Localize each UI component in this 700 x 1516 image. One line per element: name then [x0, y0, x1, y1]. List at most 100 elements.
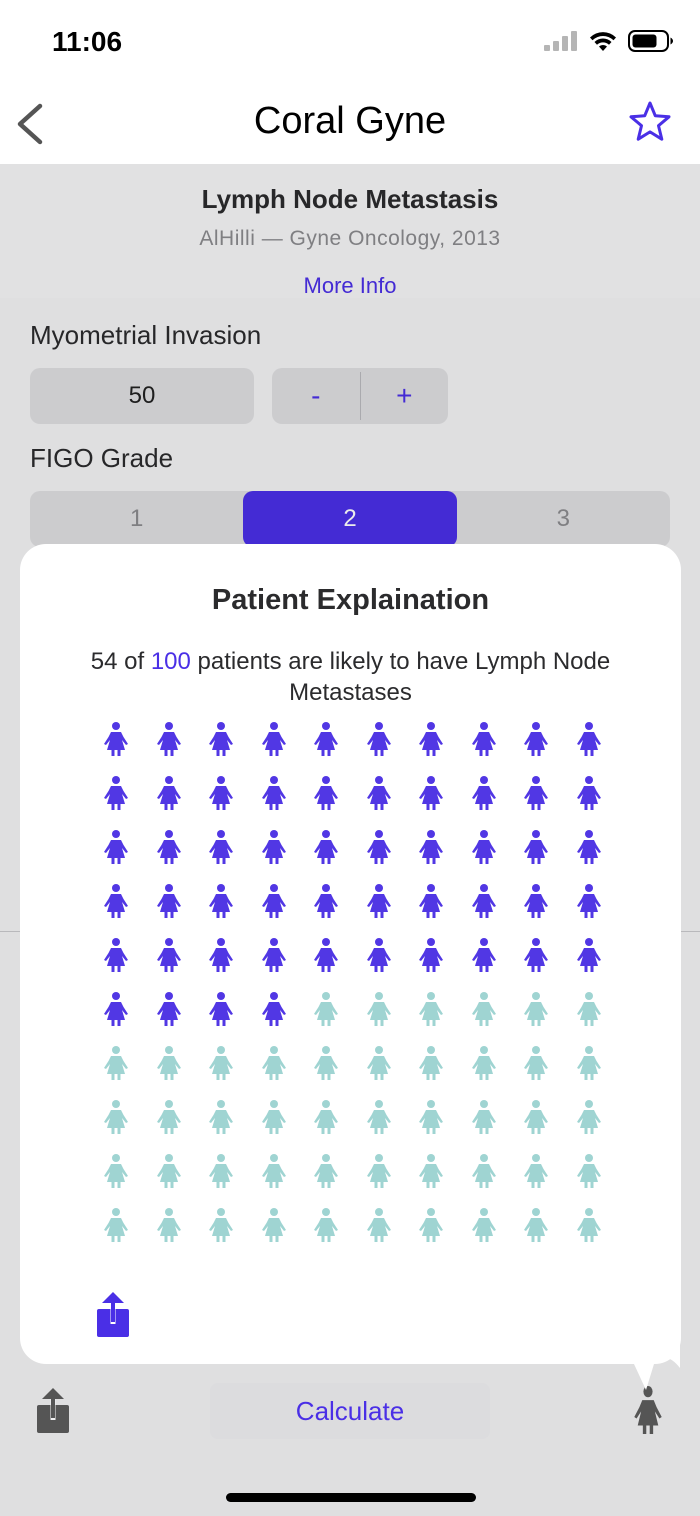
share-icon[interactable] [96, 1292, 130, 1338]
person-icon-affected [314, 884, 338, 918]
person-icon-unaffected [524, 1046, 548, 1080]
person-icon-affected [156, 722, 181, 756]
figo-grade-option-2[interactable]: 2 [243, 491, 457, 547]
person-icon-affected [524, 938, 548, 972]
person-icon-unaffected [314, 1100, 338, 1134]
navigation-bar: Coral Gyne [0, 88, 700, 164]
person-icon-affected [261, 830, 286, 864]
person-icon-affected [314, 722, 338, 756]
person-icon-affected [104, 884, 128, 918]
status-bar: 11:06 [0, 0, 700, 88]
person-icon-affected [366, 722, 391, 756]
person-icon-unaffected [471, 1046, 496, 1080]
star-icon[interactable] [628, 100, 672, 144]
person-icon-affected [209, 992, 233, 1026]
person-icon-unaffected [314, 1208, 338, 1242]
person-icon-affected [314, 938, 338, 972]
person-icon-unaffected [104, 1154, 128, 1188]
person-icon-unaffected [104, 1100, 128, 1134]
person-icon-unaffected [576, 1154, 601, 1188]
person-icon-affected [104, 830, 128, 864]
person-icon-affected [104, 992, 128, 1026]
person-icon-affected [209, 938, 233, 972]
person-icon-affected [471, 722, 496, 756]
cellular-signal-icon [544, 31, 577, 51]
person-icon-affected [366, 830, 391, 864]
person-icon-unaffected [314, 1046, 338, 1080]
person-icon-unaffected [104, 1208, 128, 1242]
person-icon-unaffected [419, 1100, 443, 1134]
stepper-plus-button[interactable]: + [396, 380, 413, 411]
person-icon-affected [156, 830, 181, 864]
person-icon-unaffected [156, 1208, 181, 1242]
person-icon-affected [524, 722, 548, 756]
person-icon-affected [576, 884, 601, 918]
person-icon-unaffected [104, 1046, 128, 1080]
person-icon-affected [209, 830, 233, 864]
person-icon-unaffected [209, 1208, 233, 1242]
person-icon-unaffected [524, 992, 548, 1026]
myometrial-invasion-label: Myometrial Invasion [30, 320, 262, 350]
person-icon-unaffected [314, 992, 338, 1026]
person-icon-unaffected [156, 1154, 181, 1188]
person-icon-affected [524, 884, 548, 918]
person-icon-unaffected [576, 1208, 601, 1242]
share-icon[interactable] [36, 1388, 70, 1434]
person-icon-affected [209, 722, 233, 756]
person-icon-affected [156, 884, 181, 918]
person-icon-unaffected [524, 1100, 548, 1134]
person-icon-affected [104, 776, 128, 810]
person-icon-unaffected [314, 1154, 338, 1188]
status-time: 11:06 [52, 26, 123, 57]
person-icon-affected [419, 938, 443, 972]
figo-grade-label: FIGO Grade [30, 443, 174, 473]
person-icon-unaffected [156, 1046, 181, 1080]
person-icon-unaffected [471, 1100, 496, 1134]
status-icons [544, 30, 674, 52]
person-icon-unaffected [471, 1154, 496, 1188]
person-icon-affected [524, 830, 548, 864]
person-icon-affected [471, 938, 496, 972]
person-icon-unaffected [419, 1208, 443, 1242]
person-icon-unaffected [261, 1100, 286, 1134]
stepper-minus-button[interactable]: - [311, 380, 321, 411]
figo-grade-segmented-control: 1 2 3 [30, 491, 670, 547]
person-icon[interactable] [632, 1386, 664, 1434]
figo-grade-option-1[interactable]: 1 [129, 505, 144, 532]
person-icon-unaffected [209, 1046, 233, 1080]
person-icon-affected [471, 884, 496, 918]
person-icon-affected [471, 776, 496, 810]
calculate-button[interactable]: Calculate [210, 1383, 490, 1439]
calculator-reference: AlHilli — Gyne Oncology, 2013 [199, 227, 501, 250]
person-icon-unaffected [419, 1154, 443, 1188]
patient-explanation-popover: Patient Explaination 54 of 100 patients … [20, 544, 681, 1364]
person-icon-affected [576, 776, 601, 810]
person-icon-affected [209, 776, 233, 810]
person-icon-affected [261, 722, 286, 756]
person-icon-affected [419, 830, 443, 864]
chevron-left-icon[interactable] [12, 100, 48, 148]
person-icon-affected [419, 884, 443, 918]
description-rest: patients are likely to have Lymph Node M… [190, 648, 611, 706]
person-icon-affected [261, 776, 286, 810]
person-icon-affected [261, 938, 286, 972]
more-info-link[interactable]: More Info [303, 273, 397, 298]
myometrial-invasion-input[interactable]: 50 [30, 368, 254, 424]
person-icon-affected [576, 938, 601, 972]
person-icon-affected [209, 884, 233, 918]
battery-icon [628, 30, 673, 52]
total-count: 100 [150, 648, 191, 675]
person-icon-unaffected [366, 1208, 391, 1242]
person-icon-unaffected [261, 1208, 286, 1242]
person-icon-unaffected [366, 1046, 391, 1080]
person-icon-unaffected [576, 1100, 601, 1134]
stepper-divider [359, 372, 361, 420]
myometrial-invasion-stepper: - + [272, 368, 448, 424]
person-icon-affected [156, 992, 181, 1026]
person-icon-unaffected [366, 1100, 391, 1134]
person-icon-affected [261, 884, 286, 918]
affected-count: 54 [90, 648, 118, 675]
person-icon-unaffected [261, 1046, 286, 1080]
person-icon-affected [156, 938, 181, 972]
figo-grade-option-3[interactable]: 3 [556, 505, 570, 532]
